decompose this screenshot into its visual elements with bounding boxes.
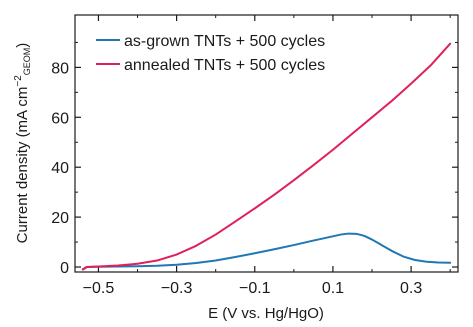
y-tick-label: 40 xyxy=(51,160,69,177)
legend: as-grown TNTs + 500 cycles annealed TNTs … xyxy=(96,33,325,74)
x-axis-label: E (V vs. Hg/HgO) xyxy=(208,305,324,322)
y-axis-label-subscript: GEOM xyxy=(22,48,32,76)
x-tick-label: −0.3 xyxy=(161,280,193,297)
y-tick-label: 60 xyxy=(51,110,69,127)
x-tick-label: −0.5 xyxy=(83,280,115,297)
y-tick-label: 80 xyxy=(51,60,69,77)
legend-label: annealed TNTs + 500 cycles xyxy=(124,57,325,74)
series-line xyxy=(81,42,452,271)
legend-label: as-grown TNTs + 500 cycles xyxy=(124,33,325,50)
y-axis-ticks: 0 20 40 60 80 xyxy=(51,41,458,277)
series-line xyxy=(81,232,452,271)
y-axis-label-prefix: Current density (mA cm xyxy=(14,87,31,244)
plot-frame xyxy=(74,14,459,273)
x-tick-label: 0.1 xyxy=(322,280,344,297)
y-axis-label-suffix: ) xyxy=(14,43,31,48)
y-axis-label-superscript: −2 xyxy=(13,75,24,87)
x-tick-label: 0.3 xyxy=(400,280,422,297)
series-layer xyxy=(81,42,452,271)
y-axis-label: Current density (mA cm−2GEOM) xyxy=(13,43,32,244)
y-tick-label: 0 xyxy=(60,260,69,277)
y-tick-label: 20 xyxy=(51,210,69,227)
x-tick-label: −0.1 xyxy=(239,280,271,297)
x-axis-ticks: −0.5 −0.3 −0.1 0.1 0.3 xyxy=(83,15,451,297)
